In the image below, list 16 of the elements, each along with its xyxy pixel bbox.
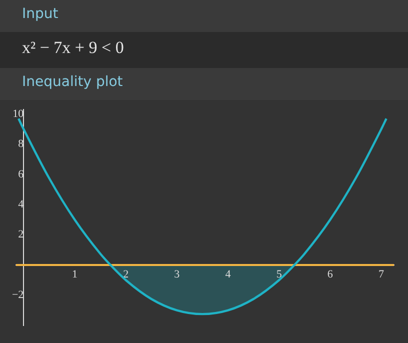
text: x² − 7x + 9 < 0: [0, 32, 408, 68]
y-tick-label: −2: [12, 289, 24, 302]
y-tick-label: 2: [18, 228, 24, 241]
y-tick-label: 8: [18, 138, 24, 150]
x-tick-label: 4: [225, 268, 232, 281]
text: Input: [0, 0, 408, 32]
x-tick-label: 7: [378, 268, 384, 281]
x-tick-label: 3: [174, 268, 180, 281]
y-tick-label: 10: [12, 108, 24, 120]
x-tick-label: 6: [327, 268, 334, 281]
x-tick-label: 2: [123, 268, 129, 281]
y-tick-label: 4: [18, 198, 24, 211]
chart-title: Inequality plot: [0, 68, 408, 100]
x-tick-label: 5: [276, 268, 282, 281]
y-tick-label: 6: [18, 168, 24, 180]
x-tick-label: 1: [72, 268, 78, 281]
